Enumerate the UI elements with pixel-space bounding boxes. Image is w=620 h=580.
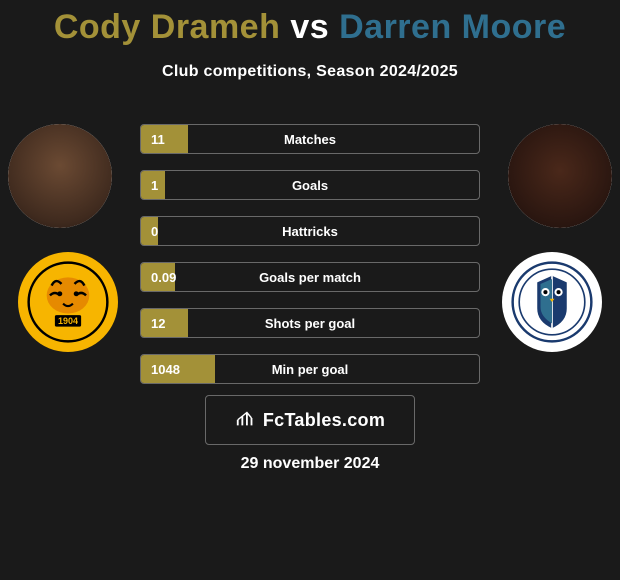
player2-avatar — [508, 124, 612, 228]
player1-avatar — [8, 124, 112, 228]
fctables-logo: FcTables.com — [205, 395, 415, 445]
club-badge-right — [502, 252, 602, 352]
tiger-crest-icon: 1904 — [27, 261, 109, 343]
stat-label: Matches — [141, 125, 479, 153]
chart-icon — [235, 407, 257, 434]
stat-row-goals: 1 Goals — [140, 170, 480, 200]
stat-label: Min per goal — [141, 355, 479, 383]
stat-label: Shots per goal — [141, 309, 479, 337]
stat-row-shots-per-goal: 12 Shots per goal — [140, 308, 480, 338]
player1-name: Cody Drameh — [54, 8, 281, 46]
player1-face — [8, 124, 112, 228]
vs-text: vs — [290, 8, 329, 46]
comparison-title: Cody Drameh vs Darren Moore — [0, 0, 620, 47]
stat-label: Goals — [141, 171, 479, 199]
stat-bars: 11 Matches 1 Goals 0 Hattricks 0.09 Goal… — [140, 124, 480, 400]
subtitle-text: Club competitions, Season 2024/2025 — [0, 63, 620, 81]
stat-row-goals-per-match: 0.09 Goals per match — [140, 262, 480, 292]
date-text: 29 november 2024 — [0, 455, 620, 473]
logo-text: FcTables.com — [263, 410, 385, 431]
player2-name: Darren Moore — [339, 8, 566, 46]
stat-label: Goals per match — [141, 263, 479, 291]
player2-face — [508, 124, 612, 228]
stat-row-hattricks: 0 Hattricks — [140, 216, 480, 246]
club-badge-left: 1904 — [18, 252, 118, 352]
club-year: 1904 — [58, 316, 78, 326]
stat-row-matches: 11 Matches — [140, 124, 480, 154]
stat-label: Hattricks — [141, 217, 479, 245]
stat-row-min-per-goal: 1048 Min per goal — [140, 354, 480, 384]
owl-crest-icon — [511, 261, 593, 343]
